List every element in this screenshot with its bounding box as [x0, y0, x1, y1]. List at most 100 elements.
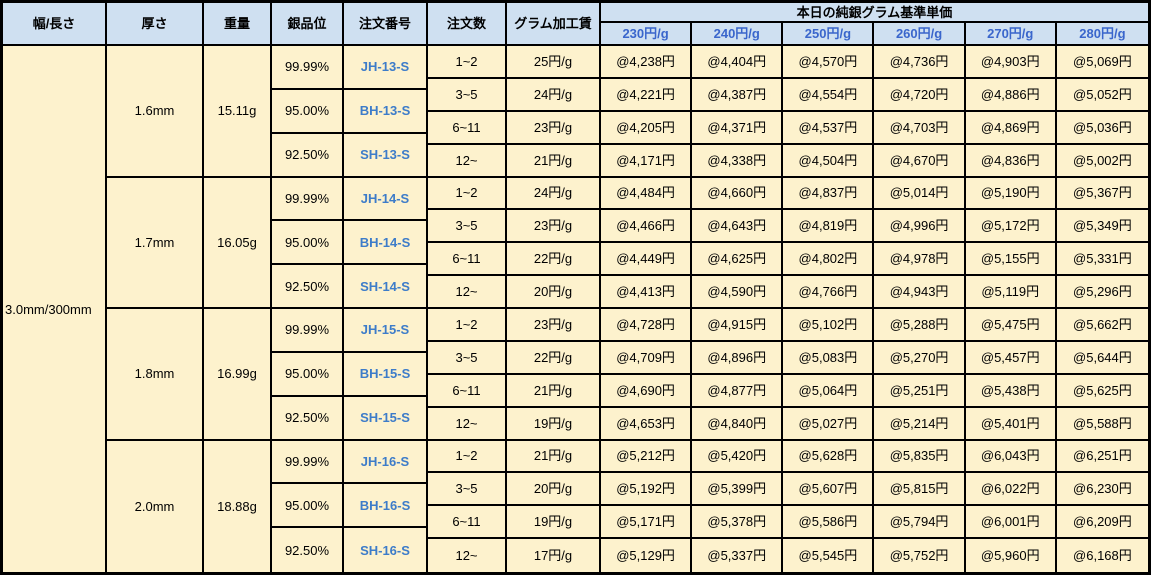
qty-cell: 12~ [428, 144, 507, 178]
price-cell: @5,083円 [783, 341, 875, 375]
price-cell: @5,331円 [1056, 243, 1148, 277]
fee-cell: 20円/g [507, 473, 601, 507]
price-cell: @5,214円 [874, 407, 966, 441]
price-cell: @5,190円 [965, 177, 1057, 211]
price-cell: @4,449円 [601, 243, 693, 277]
price-cell: @5,002円 [1056, 144, 1148, 178]
price-cell: @5,794円 [874, 506, 966, 540]
price-cell: @5,438円 [965, 374, 1057, 408]
fee-cell: 21円/g [507, 144, 601, 178]
price-cell: @5,588円 [1056, 407, 1148, 441]
price-cell: @4,896円 [692, 341, 784, 375]
header-thickness: 厚さ [107, 3, 204, 46]
price-cell: @5,960円 [965, 539, 1057, 572]
price-cell: @5,155円 [965, 243, 1057, 277]
price-cell: @4,978円 [874, 243, 966, 277]
price-cell: @4,728円 [601, 309, 693, 342]
price-cell: @5,457円 [965, 341, 1057, 375]
price-cell: @6,022円 [965, 473, 1057, 507]
weight-cell: 15.11g [204, 46, 272, 178]
price-cell: @5,251円 [874, 374, 966, 408]
price-cell: @4,943円 [874, 276, 966, 309]
price-cell: @4,802円 [783, 243, 875, 277]
purity-cell: 92.50% [272, 396, 344, 441]
purity-cell: 95.00% [272, 352, 344, 397]
qty-cell: 1~2 [428, 440, 507, 474]
thickness-cell: 2.0mm [107, 440, 204, 572]
price-cell: @4,404円 [692, 46, 784, 79]
price-cell: @5,171円 [601, 506, 693, 540]
purity-cell: 95.00% [272, 484, 344, 529]
price-cell: @5,475円 [965, 309, 1057, 342]
fee-cell: 24円/g [507, 177, 601, 211]
price-cell: @6,251円 [1056, 440, 1148, 474]
price-cell: @4,869円 [965, 111, 1057, 145]
fee-cell: 19円/g [507, 506, 601, 540]
price-cell: @5,815円 [874, 473, 966, 507]
price-cell: @5,349円 [1056, 210, 1148, 244]
thickness-cell: 1.8mm [107, 309, 204, 441]
fee-cell: 23円/g [507, 111, 601, 145]
fee-cell: 21円/g [507, 374, 601, 408]
price-cell: @5,586円 [783, 506, 875, 540]
weight-cell: 16.99g [204, 309, 272, 441]
header-purity: 銀品位 [272, 3, 344, 46]
price-cell: @5,401円 [965, 407, 1057, 441]
price-cell: @4,915円 [692, 309, 784, 342]
fee-cell: 21円/g [507, 440, 601, 474]
tier-header-240: 240円/g [692, 23, 784, 46]
price-cell: @4,886円 [965, 78, 1057, 112]
price-cell: @5,625円 [1056, 374, 1148, 408]
purity-cell: 99.99% [272, 46, 344, 90]
price-cell: @4,720円 [874, 78, 966, 112]
price-cell: @5,172円 [965, 210, 1057, 244]
fee-cell: 23円/g [507, 309, 601, 342]
price-cell: @4,171円 [601, 144, 693, 178]
thickness-cell: 1.7mm [107, 177, 204, 309]
price-cell: @4,836円 [965, 144, 1057, 178]
fee-cell: 19円/g [507, 407, 601, 441]
qty-cell: 6~11 [428, 374, 507, 408]
qty-cell: 1~2 [428, 177, 507, 211]
price-cell: @5,296円 [1056, 276, 1148, 309]
price-cell: @5,628円 [783, 440, 875, 474]
price-cell: @5,036円 [1056, 111, 1148, 145]
header-order-qty: 注文数 [428, 3, 507, 46]
price-cell: @5,069円 [1056, 46, 1148, 79]
price-cell: @5,014円 [874, 177, 966, 211]
price-cell: @4,643円 [692, 210, 784, 244]
header-order-number: 注文番号 [344, 3, 428, 46]
qty-cell: 1~2 [428, 309, 507, 342]
fee-cell: 24円/g [507, 78, 601, 112]
qty-cell: 6~11 [428, 243, 507, 277]
price-cell: @4,570円 [783, 46, 875, 79]
price-cell: @4,466円 [601, 210, 693, 244]
price-cell: @4,371円 [692, 111, 784, 145]
price-cell: @4,653円 [601, 407, 693, 441]
price-cell: @4,819円 [783, 210, 875, 244]
tier-header-230: 230円/g [601, 23, 693, 46]
fee-cell: 23円/g [507, 210, 601, 244]
qty-cell: 12~ [428, 407, 507, 441]
tier-header-260: 260円/g [874, 23, 966, 46]
qty-cell: 6~11 [428, 111, 507, 145]
order-number-cell: SH-13-S [344, 133, 428, 178]
purity-cell: 92.50% [272, 265, 344, 309]
weight-cell: 18.88g [204, 440, 272, 572]
price-cell: @5,212円 [601, 440, 693, 474]
order-number-cell: JH-13-S [344, 46, 428, 90]
price-cell: @4,413円 [601, 276, 693, 309]
thickness-cell: 1.6mm [107, 46, 204, 178]
price-cell: @5,129円 [601, 539, 693, 572]
weight-cell: 16.05g [204, 177, 272, 309]
price-cell: @4,387円 [692, 78, 784, 112]
price-cell: @5,270円 [874, 341, 966, 375]
price-cell: @5,644円 [1056, 341, 1148, 375]
price-cell: @4,840円 [692, 407, 784, 441]
price-cell: @5,662円 [1056, 309, 1148, 342]
order-number-cell: BH-16-S [344, 484, 428, 529]
purity-cell: 99.99% [272, 440, 344, 485]
fee-cell: 17円/g [507, 539, 601, 572]
price-cell: @4,736円 [874, 46, 966, 79]
